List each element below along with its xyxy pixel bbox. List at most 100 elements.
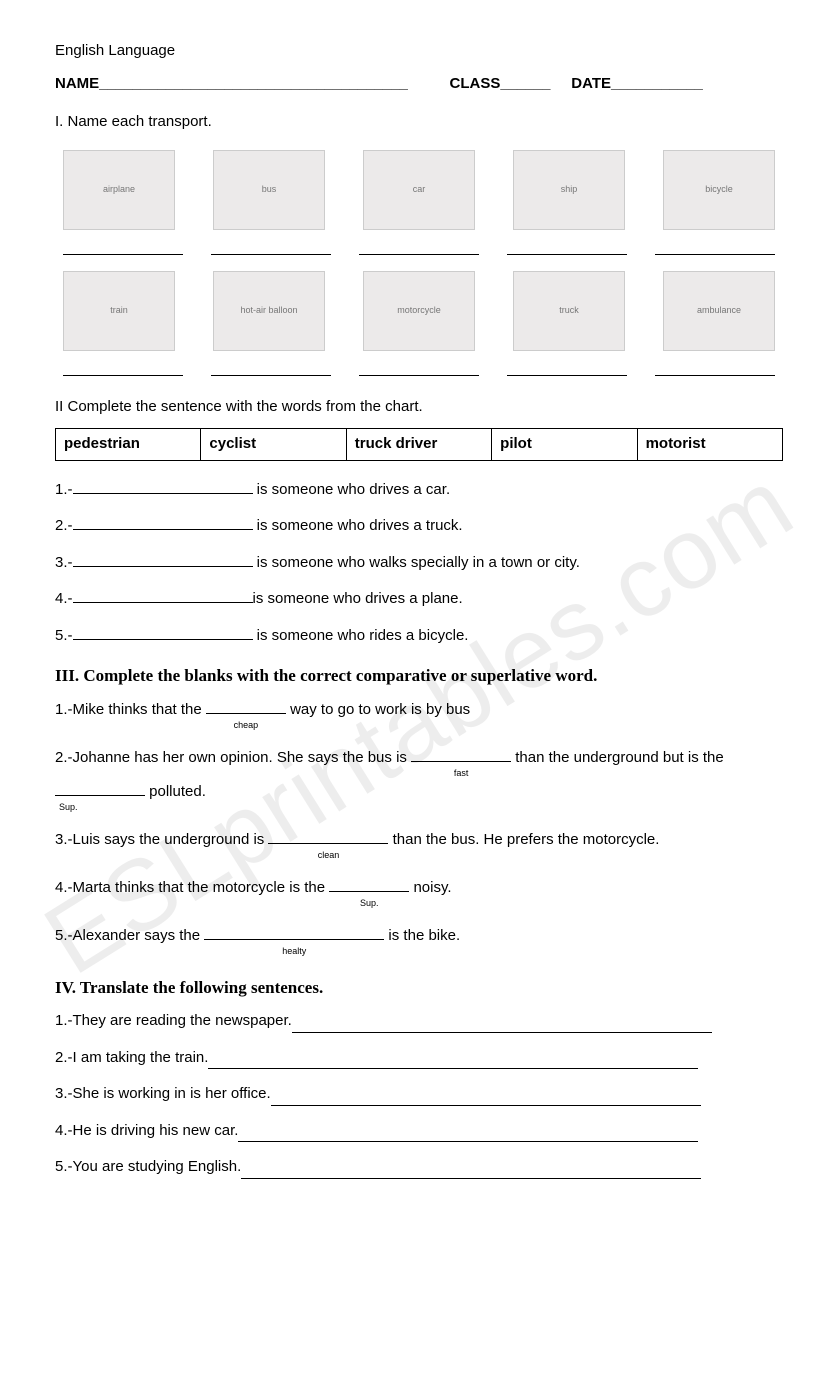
item-text: Mike thinks that the [73,701,206,718]
answer-blank[interactable] [73,588,253,603]
answer-blank[interactable] [241,1164,701,1179]
s3-item: 3.-Luis says the underground is clean th… [55,829,783,863]
item-text: polluted. [145,783,206,800]
item-num: 4.- [55,1122,73,1139]
class-label: CLASS [450,75,501,92]
answer-blank[interactable] [73,552,253,567]
name-blank[interactable]: _____________________________________ [99,75,408,92]
s4-item: 2.-I am taking the train. [55,1047,783,1070]
item-text: way to go to work is by bus [286,701,470,718]
hint-text: cheap [206,719,286,733]
item-text: is someone who drives a plane. [253,590,463,607]
s4-item: 4.-He is driving his new car. [55,1120,783,1143]
word-cell: motorist [637,429,782,461]
item-num: 2.- [55,517,73,534]
transport-row-1: airplane bus car ship bicycle [55,144,783,236]
s4-item: 5.-You are studying English. [55,1156,783,1179]
section3-title: III. Complete the blanks with the correc… [55,663,783,689]
img-airplane: airplane [63,150,175,230]
s3-item: 1.-Mike thinks that the cheap way to go … [55,699,783,733]
item-text: Alexander says the [73,927,205,944]
transport-blank[interactable] [507,361,627,376]
transport-blank[interactable] [63,240,183,255]
answer-blank[interactable] [55,781,145,796]
item-num: 5.- [55,1158,73,1175]
item-num: 1.- [55,701,73,718]
transport-blank[interactable] [655,361,775,376]
item-num: 5.- [55,927,73,944]
item-text: is someone who rides a bicycle. [253,627,469,644]
word-cell: truck driver [346,429,491,461]
answer-blank[interactable] [73,515,253,530]
hint-text: Sup. [329,897,409,911]
img-truck: truck [513,271,625,351]
img-balloon: hot-air balloon [213,271,325,351]
date-blank[interactable]: ___________ [611,75,703,92]
item-text: He is driving his new car. [73,1122,239,1139]
s4-item: 1.-They are reading the newspaper. [55,1010,783,1033]
item-num: 2.- [55,1049,73,1066]
hint-text: healty [204,945,384,959]
s3-item: 4.-Marta thinks that the motorcycle is t… [55,877,783,911]
answer-blank[interactable] [329,877,409,892]
answer-blank[interactable] [238,1127,698,1142]
item-num: 5.- [55,627,73,644]
transport-blanks-1 [55,236,783,259]
transport-blank[interactable] [211,240,331,255]
img-bus: bus [213,150,325,230]
item-text: than the underground but is the [511,749,724,766]
item-num: 3.- [55,1085,73,1102]
s2-item: 1.- is someone who drives a car. [55,479,783,502]
item-text: than the bus. He prefers the motorcycle. [388,831,659,848]
class-blank[interactable]: ______ [500,75,550,92]
item-text: They are reading the newspaper. [73,1012,292,1029]
word-cell: pilot [492,429,637,461]
item-text: She is working in is her office. [73,1085,271,1102]
img-ambulance: ambulance [663,271,775,351]
img-ship: ship [513,150,625,230]
s3-item: 2.-Johanne has her own opinion. She says… [55,747,783,815]
answer-blank[interactable] [271,1091,701,1106]
answer-blank[interactable] [73,479,253,494]
header-fields: NAME____________________________________… [55,73,783,96]
answer-blank[interactable] [292,1018,712,1033]
transport-blanks-2 [55,357,783,380]
s2-item: 3.- is someone who walks specially in a … [55,552,783,575]
date-label: DATE [571,75,611,92]
section4-title: IV. Translate the following sentences. [55,975,783,1001]
answer-blank[interactable] [73,625,253,640]
img-train: train [63,271,175,351]
img-motorcycle: motorcycle [363,271,475,351]
name-label: NAME [55,75,99,92]
item-text: Marta thinks that the motorcycle is the [73,879,330,896]
section1-title: I. Name each transport. [55,111,783,134]
img-car: car [363,150,475,230]
item-text: is the bike. [384,927,460,944]
item-text: You are studying English. [73,1158,242,1175]
answer-blank[interactable] [268,829,388,844]
hint-text: fast [411,767,511,781]
transport-blank[interactable] [655,240,775,255]
item-text: is someone who drives a truck. [253,517,463,534]
transport-blank[interactable] [507,240,627,255]
item-num: 1.- [55,1012,73,1029]
s2-item: 2.- is someone who drives a truck. [55,515,783,538]
transport-blank[interactable] [359,240,479,255]
word-bank-table: pedestrian cyclist truck driver pilot mo… [55,428,783,461]
answer-blank[interactable] [204,925,384,940]
answer-blank[interactable] [208,1054,698,1069]
transport-blank[interactable] [211,361,331,376]
transport-blank[interactable] [359,361,479,376]
transport-blank[interactable] [63,361,183,376]
answer-blank[interactable] [411,747,511,762]
item-num: 4.- [55,590,73,607]
s2-item: 4.- is someone who drives a plane. [55,588,783,611]
s3-item: 5.-Alexander says the healty is the bike… [55,925,783,959]
item-text: noisy. [409,879,451,896]
answer-blank[interactable] [206,699,286,714]
item-text: I am taking the train. [73,1049,209,1066]
word-cell: pedestrian [56,429,201,461]
worksheet-page: English Language NAME___________________… [0,0,838,1233]
word-cell: cyclist [201,429,346,461]
s2-item: 5.- is someone who rides a bicycle. [55,625,783,648]
